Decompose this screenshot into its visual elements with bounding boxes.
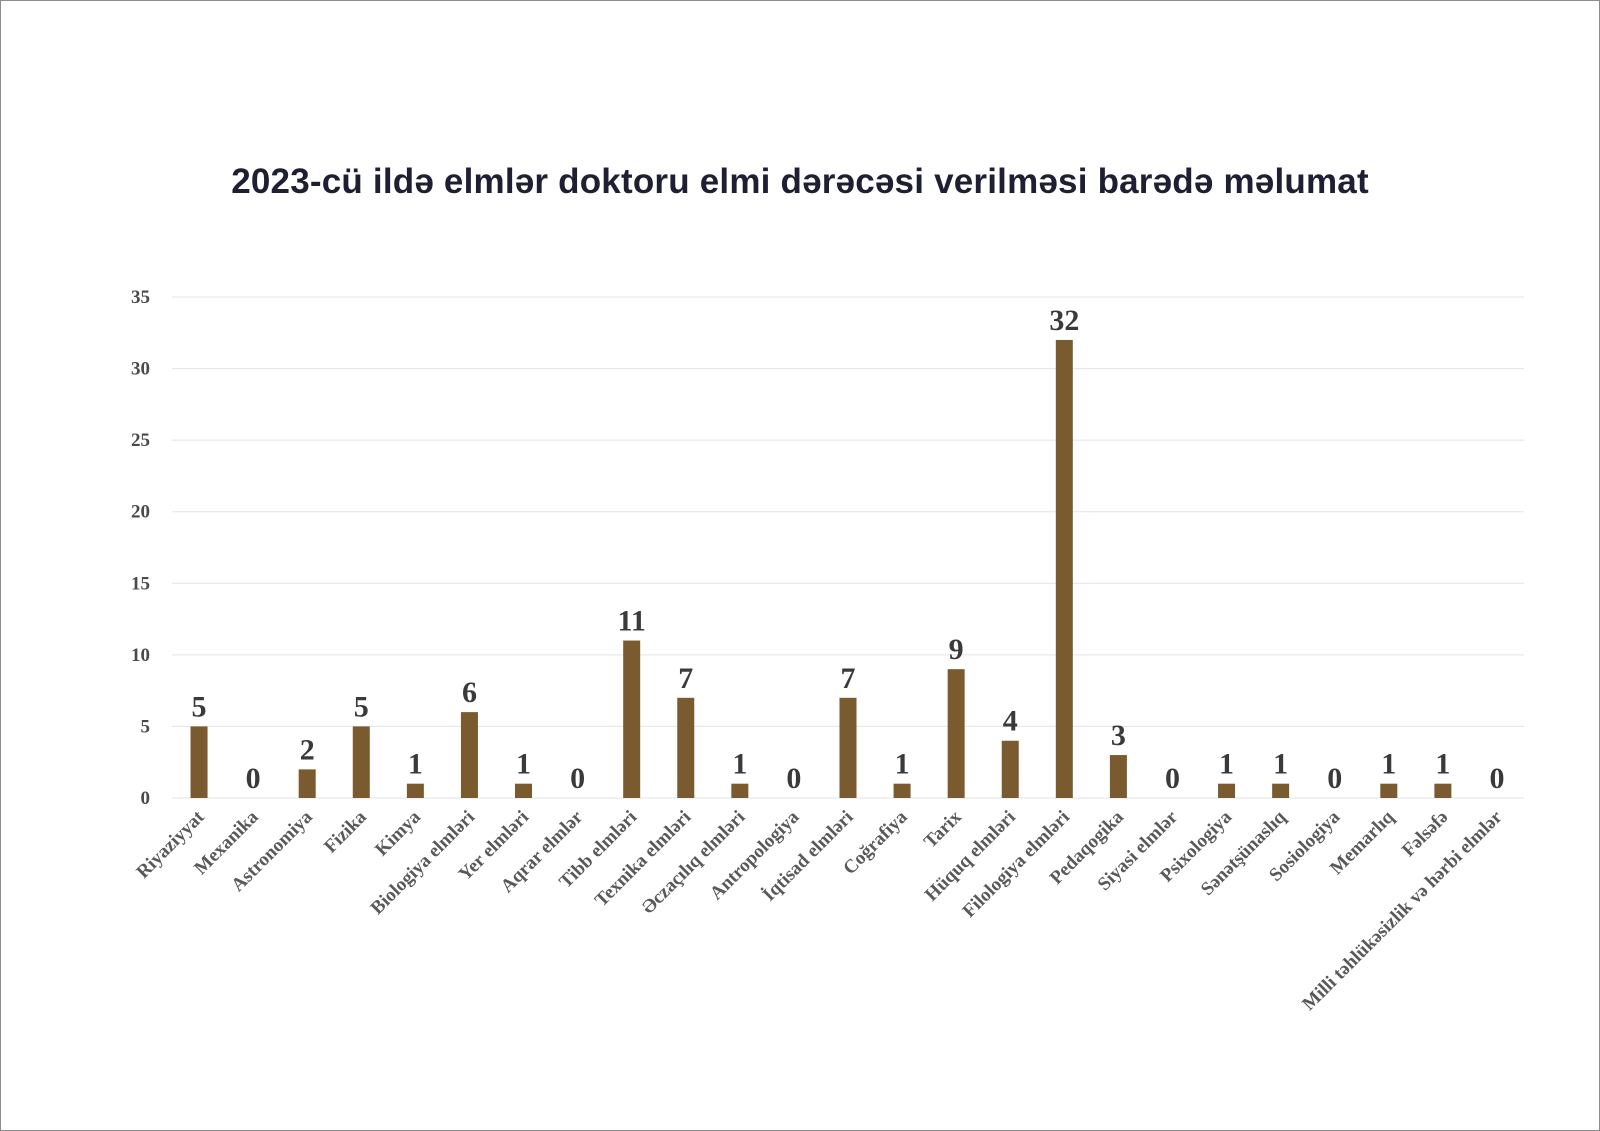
data-label: 0 (1165, 762, 1180, 795)
data-label: 3 (1111, 719, 1126, 752)
y-tick-label: 5 (141, 716, 151, 737)
data-label: 6 (462, 676, 477, 709)
x-tick-label: Milli təhlükəsizlik və hərbi elmlər (1298, 806, 1507, 1015)
y-tick-label: 30 (131, 359, 150, 380)
bar (731, 783, 749, 798)
bar (947, 669, 965, 798)
bar (460, 712, 478, 798)
data-label: 1 (895, 748, 910, 781)
bar (623, 640, 641, 798)
bar (1109, 755, 1127, 798)
data-label: 0 (570, 762, 585, 795)
bar (1218, 783, 1236, 798)
data-label: 5 (192, 690, 207, 723)
data-label: 0 (1327, 762, 1342, 795)
data-label: 1 (1435, 748, 1450, 781)
data-label: 2 (300, 733, 315, 766)
data-label: 0 (786, 762, 801, 795)
y-tick-label: 10 (131, 645, 150, 666)
x-tick-label: Kimya (371, 806, 425, 860)
chart-title: 2023-cü ildə elmlər doktoru elmi dərəcəs… (231, 162, 1369, 201)
data-label: 7 (841, 662, 856, 695)
bar (677, 697, 695, 798)
data-label: 9 (949, 633, 964, 666)
y-tick-label: 0 (141, 788, 151, 809)
x-tick-label: Texnika elmləri (591, 807, 695, 911)
data-label: 5 (354, 690, 369, 723)
data-label: 1 (1219, 748, 1234, 781)
data-label: 1 (516, 748, 531, 781)
bar (352, 726, 370, 798)
data-label: 1 (1381, 748, 1396, 781)
bar (1055, 339, 1073, 798)
data-label: 1 (732, 748, 747, 781)
data-label: 4 (1003, 705, 1018, 738)
bar (839, 697, 857, 798)
bar (1001, 740, 1019, 798)
y-tick-label: 15 (131, 573, 150, 594)
data-label: 7 (678, 662, 693, 695)
data-label: 0 (1489, 762, 1504, 795)
bar (1272, 783, 1290, 798)
data-label: 1 (1273, 748, 1288, 781)
y-tick-label: 35 (131, 287, 150, 308)
data-label: 32 (1049, 304, 1079, 337)
bar (1434, 783, 1452, 798)
bar (1380, 783, 1398, 798)
bar (406, 783, 424, 798)
data-label: 11 (618, 605, 646, 638)
x-tick-label: Fizika (320, 806, 371, 857)
bar (893, 783, 911, 798)
x-tick-label: Tarix (920, 806, 966, 852)
bar (515, 783, 533, 798)
data-label: 1 (408, 748, 423, 781)
y-tick-label: 25 (131, 430, 150, 451)
y-tick-label: 20 (131, 502, 150, 523)
bar (298, 769, 316, 798)
bar (190, 726, 208, 798)
data-label: 0 (246, 762, 261, 795)
